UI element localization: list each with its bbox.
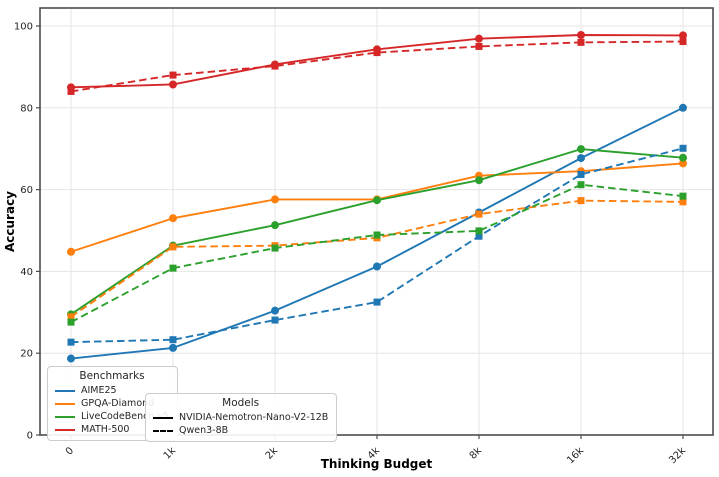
x-axis-label: Thinking Budget: [321, 457, 433, 471]
data-point: [679, 38, 687, 46]
data-point: [271, 221, 279, 230]
data-point: [475, 210, 483, 218]
x-tick-label: 32k: [667, 445, 688, 466]
legend-entry-label: LiveCodeBench v5: [81, 411, 170, 422]
x-tick-label: 1k: [162, 445, 179, 462]
data-point: [271, 195, 279, 204]
data-point: [475, 227, 483, 235]
data-point: [67, 338, 75, 346]
data-point: [475, 176, 483, 185]
y-axis-label: Accuracy: [3, 191, 17, 252]
data-point: [679, 153, 687, 162]
data-point: [67, 247, 75, 256]
data-point: [67, 354, 75, 363]
data-point: [169, 243, 177, 251]
legend-entry: Qwen3-8B: [153, 424, 328, 437]
data-point: [475, 232, 483, 240]
data-point: [373, 262, 381, 271]
data-point: [577, 145, 585, 154]
data-point: [67, 318, 75, 326]
x-tick-label: 0: [64, 445, 76, 457]
data-point: [169, 336, 177, 344]
legend-entry-label: AIME25: [81, 385, 117, 396]
solid-line-swatch-icon: [55, 415, 75, 418]
data-point: [373, 196, 381, 205]
legend-models: Models NVIDIA-Nemotron-Nano-V2-12B Qwen3-…: [145, 393, 338, 442]
solid-line-swatch-icon: [55, 389, 75, 392]
data-point: [373, 231, 381, 239]
legend-models-entries: NVIDIA-Nemotron-Nano-V2-12B Qwen3-8B: [153, 411, 328, 437]
data-point: [577, 181, 585, 189]
solid-line-swatch-icon: [55, 428, 75, 431]
data-point: [679, 103, 687, 112]
legend-entry: NVIDIA-Nemotron-Nano-V2-12B: [153, 411, 328, 424]
legend-entry: AIME25: [55, 384, 169, 397]
y-tick-label: 60: [20, 185, 33, 196]
data-point: [577, 197, 585, 205]
data-point: [271, 306, 279, 315]
x-tick-label: 8k: [468, 445, 485, 462]
data-point: [271, 316, 279, 324]
data-point: [475, 42, 483, 50]
solid-line-swatch-icon: [55, 402, 75, 405]
x-tick-label: 16k: [565, 445, 586, 466]
legend-entry-label: MATH-500: [81, 424, 130, 435]
data-point: [169, 71, 177, 79]
data-point: [169, 214, 177, 223]
data-point: [169, 264, 177, 272]
data-point: [67, 87, 75, 95]
data-point: [475, 34, 483, 43]
data-point: [271, 62, 279, 70]
legend-models-title: Models: [222, 397, 260, 409]
y-tick-label: 0: [27, 431, 33, 442]
data-point: [679, 159, 687, 168]
y-tick-label: 40: [20, 267, 33, 278]
legend-entry-label: GPQA-Diamond: [81, 398, 155, 409]
data-point: [577, 154, 585, 163]
solid-line-swatch-icon: [153, 416, 173, 419]
legend-entry: GPQA-Diamond: [55, 397, 169, 410]
data-point: [577, 38, 585, 46]
data-point: [373, 298, 381, 306]
y-tick-label: 80: [20, 103, 33, 114]
data-point: [679, 198, 687, 206]
dashed-line-swatch-icon: [153, 429, 173, 432]
legend-entry-label: Qwen3-8B: [179, 425, 229, 436]
data-point: [169, 343, 177, 352]
data-point: [67, 313, 75, 321]
data-point: [577, 170, 585, 178]
legend-entry: MATH-500: [55, 423, 169, 436]
legend-benchmarks-title: Benchmarks: [79, 370, 145, 382]
data-point: [271, 244, 279, 252]
data-point: [679, 144, 687, 152]
data-point: [169, 80, 177, 89]
data-point: [679, 192, 687, 200]
y-tick-label: 20: [20, 349, 33, 360]
legend-entry: LiveCodeBench v5: [55, 410, 169, 423]
data-point: [577, 30, 585, 39]
data-point: [679, 31, 687, 40]
legend-entry-label: NVIDIA-Nemotron-Nano-V2-12B: [179, 412, 329, 423]
legend-benchmarks-entries: AIME25 GPQA-Diamond LiveCodeBench v5 MATH-5…: [55, 384, 169, 436]
y-tick-label: 100: [14, 22, 33, 33]
data-point: [373, 49, 381, 57]
x-tick-label: 2k: [264, 445, 281, 462]
